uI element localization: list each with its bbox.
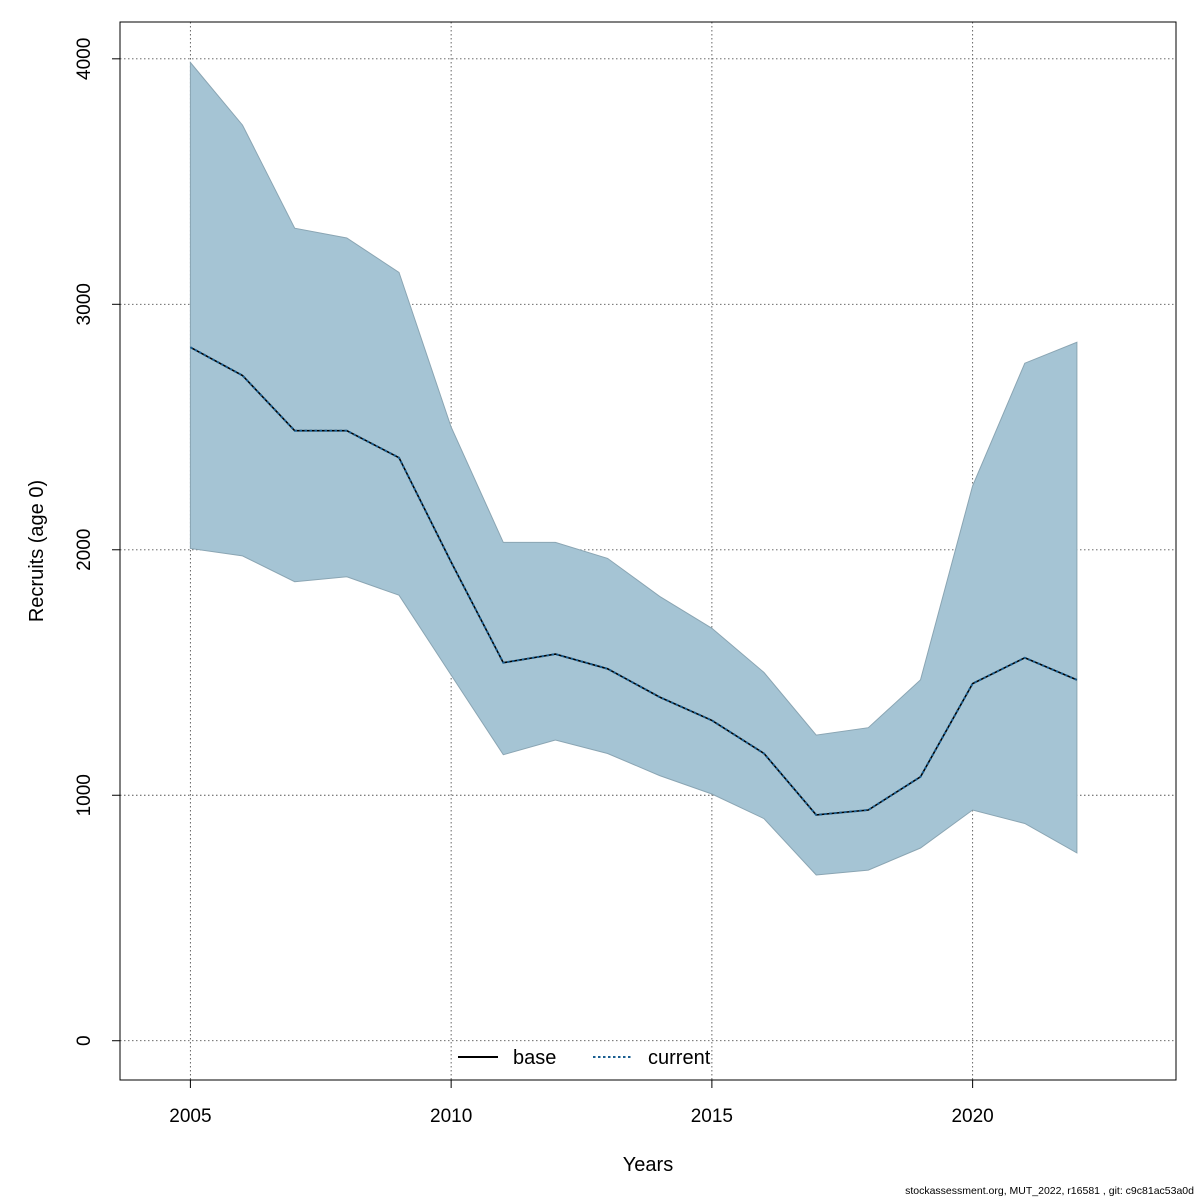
- y-tick-label-0: 0: [74, 1035, 95, 1046]
- footer-attribution: stockassessment.org, MUT_2022, r16581 , …: [905, 1185, 1194, 1197]
- legend-label-current: current: [648, 1047, 711, 1069]
- x-tick-label-2020: 2020: [951, 1106, 993, 1127]
- plot-frame: [119, 21, 1177, 1081]
- x-axis: 2005 2010 2015 2020: [169, 1080, 994, 1127]
- x-tick-label-2010: 2010: [430, 1106, 472, 1127]
- y-tick-label-4000: 4000: [74, 38, 95, 80]
- x-tick-label-2015: 2015: [691, 1106, 733, 1127]
- legend-label-base: base: [513, 1047, 556, 1069]
- y-tick-label-1000: 1000: [74, 774, 95, 816]
- y-tick-label-2000: 2000: [74, 529, 95, 571]
- y-axis-title: Recruits (age 0): [26, 480, 48, 622]
- y-tick-label-3000: 3000: [74, 283, 95, 325]
- y-axis: 0 1000 2000 3000 4000: [74, 38, 120, 1046]
- x-tick-label-2005: 2005: [169, 1106, 211, 1127]
- legend: base current: [458, 1047, 711, 1069]
- confidence-band: [189, 61, 1078, 876]
- x-axis-title: Years: [623, 1154, 673, 1176]
- series-line-base: [190, 346, 1078, 816]
